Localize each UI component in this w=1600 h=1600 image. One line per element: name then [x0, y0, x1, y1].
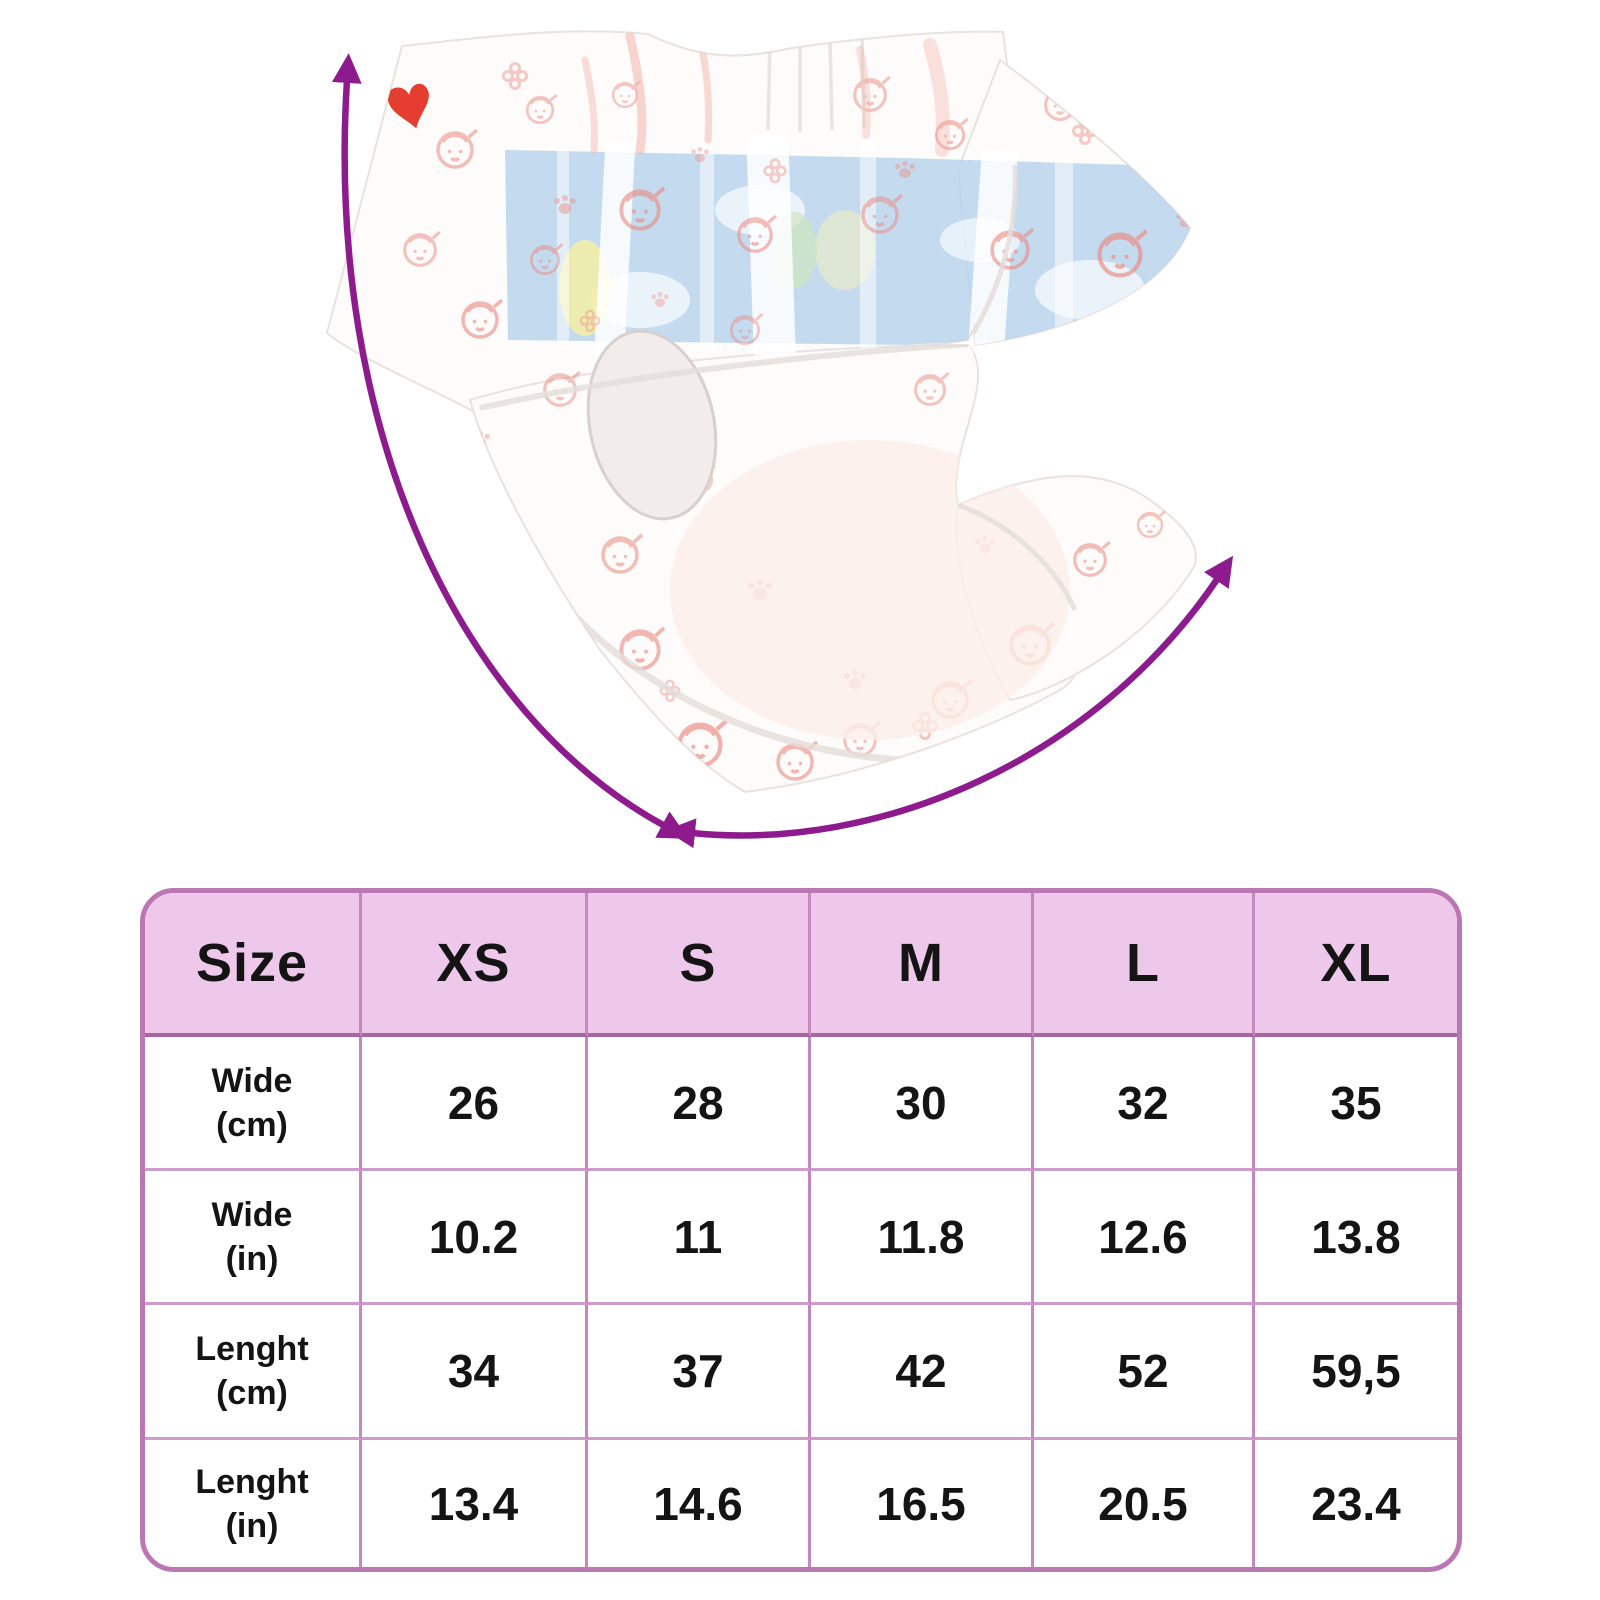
row-unit-text: (cm) [216, 1105, 288, 1144]
cell-wide-cm-s: 28 [588, 1037, 811, 1171]
row-label-text: Wide [211, 1195, 293, 1234]
cell-lenght-cm-l: 52 [1034, 1305, 1255, 1440]
row-label-text: Lenght [195, 1462, 309, 1501]
cell-wide-cm-xl: 35 [1255, 1037, 1457, 1171]
row-unit-text: (in) [225, 1239, 279, 1278]
row-label-text: Lenght [195, 1330, 309, 1368]
cell-wide-in-s: 11 [588, 1171, 811, 1305]
horizontal-curved-measure-arrow [665, 555, 1234, 849]
row-label-text: Wide [211, 1061, 293, 1100]
size-table-header-s: S [588, 893, 811, 1037]
cell-lenght-cm-s: 37 [588, 1305, 811, 1440]
measure-arrows [331, 53, 1234, 849]
cell-wide-in-xl: 13.8 [1255, 1171, 1457, 1305]
row-label-wide-cm: Wide (cm) [145, 1037, 362, 1171]
cell-lenght-cm-xs: 34 [362, 1305, 588, 1440]
diaper-illustration [325, 30, 1197, 794]
cell-lenght-in-xl: 23.4 [1311, 1477, 1401, 1530]
cell-wide-cm-xs: 26 [362, 1037, 588, 1171]
cell-wide-cm-l: 32 [1034, 1037, 1255, 1171]
cell-lenght-in-m: 16.5 [811, 1440, 1034, 1567]
cell-wide-cm-m: 30 [811, 1037, 1034, 1171]
size-table-header-m: M [811, 893, 1034, 1037]
size-table-header-l: L [1034, 893, 1255, 1037]
diaper-photo [325, 30, 1234, 849]
cell-lenght-in-xs: 13.4 [362, 1440, 588, 1567]
size-table-header-xs: XS [362, 893, 588, 1037]
cell-lenght-cm-xl: 59,5 [1255, 1305, 1457, 1440]
cell-lenght-in-l: 20.5 [1034, 1440, 1255, 1567]
row-unit-text: (cm) [216, 1374, 288, 1412]
size-table: Size XS S M L XL Wide (cm) 26 28 30 32 3… [140, 888, 1462, 1572]
cell-lenght-cm-m: 42 [811, 1305, 1034, 1440]
row-label-lenght-cm: Lenght (cm) [145, 1305, 362, 1440]
size-table-header-xl: XL [1255, 893, 1457, 1037]
inner-pad [670, 440, 1070, 740]
cell-wide-in-l: 12.6 [1034, 1171, 1255, 1305]
row-label-wide-in: Wide (in) [145, 1171, 362, 1305]
cell-lenght-in-s: 14.6 [588, 1440, 811, 1567]
row-unit-text: (in) [225, 1506, 279, 1545]
row-label-lenght-in: Lenght (in) [145, 1440, 362, 1567]
cell-wide-in-xs: 10.2 [362, 1171, 588, 1305]
cell-wide-in-m: 11.8 [811, 1171, 1034, 1305]
size-table-header-size: Size [145, 893, 362, 1037]
vertical-curved-measure-arrow [331, 53, 689, 839]
product-photo-area [325, 30, 1234, 849]
